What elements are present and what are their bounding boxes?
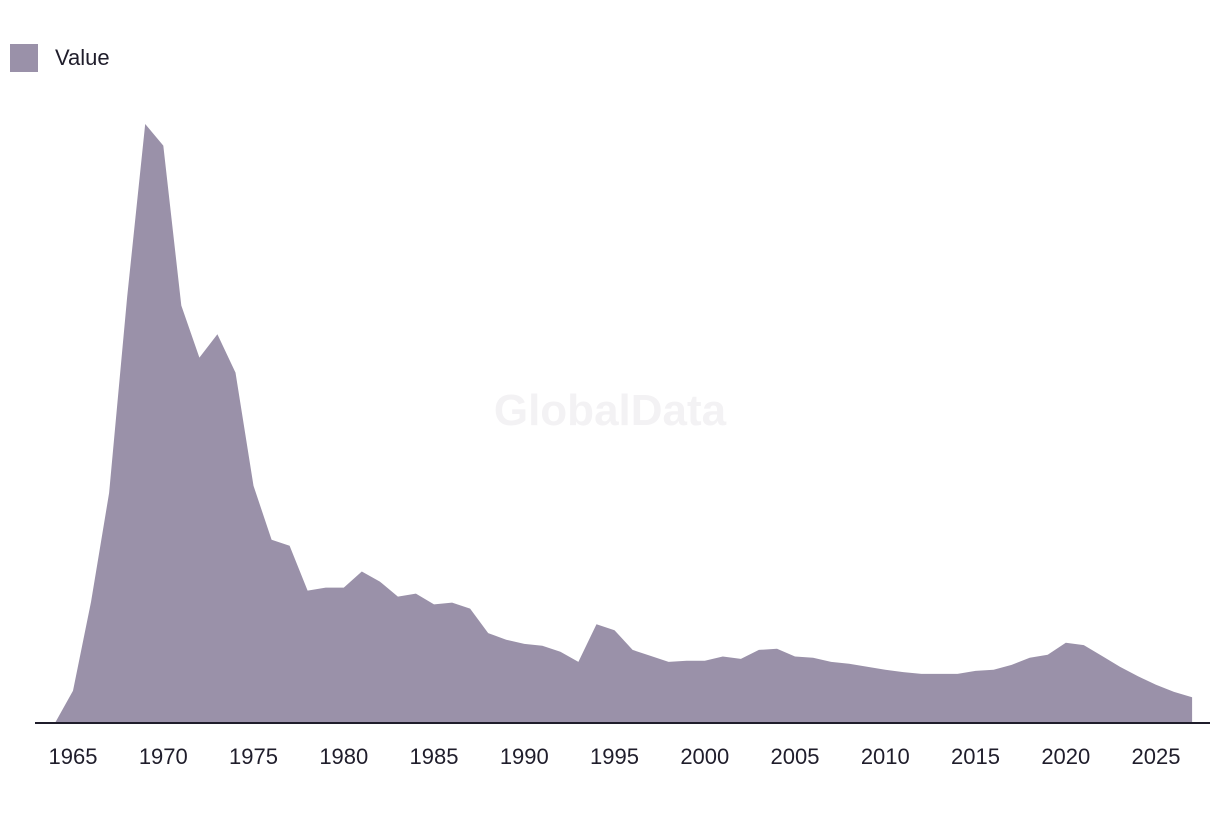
area-layer (55, 124, 1193, 723)
area-series-0 (55, 124, 1193, 723)
legend: Value (10, 44, 110, 72)
watermark: GlobalData (494, 386, 727, 435)
x-tick-label-1990: 1990 (500, 744, 549, 769)
x-tick-label-1980: 1980 (319, 744, 368, 769)
x-tick-label-1995: 1995 (590, 744, 639, 769)
x-tick-label-1975: 1975 (229, 744, 278, 769)
x-tick-label-2010: 2010 (861, 744, 910, 769)
x-tick-label-2015: 2015 (951, 744, 1000, 769)
x-tick-label-2020: 2020 (1041, 744, 1090, 769)
x-axis-ticks: 1965 1970 1975 1980 1985 1990 1995 2000 2005 2010… (49, 744, 1181, 769)
legend-swatch (10, 44, 38, 72)
x-tick-label-2025: 2025 (1132, 744, 1181, 769)
x-tick-label-1970: 1970 (139, 744, 188, 769)
x-tick-label-1985: 1985 (410, 744, 459, 769)
x-tick-label-2005: 2005 (771, 744, 820, 769)
x-tick-label-1965: 1965 (49, 744, 98, 769)
x-tick-label-2000: 2000 (680, 744, 729, 769)
legend-label: Value (55, 45, 110, 70)
